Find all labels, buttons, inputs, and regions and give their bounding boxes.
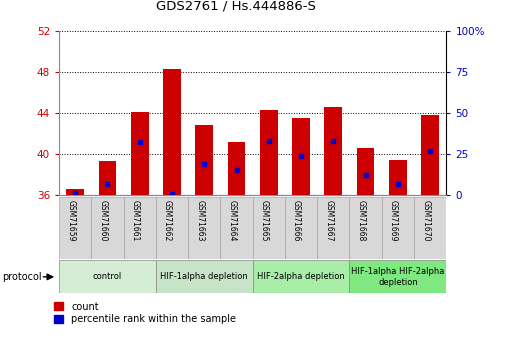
Text: GSM71668: GSM71668 <box>357 200 366 241</box>
Text: GSM71661: GSM71661 <box>131 200 140 241</box>
Bar <box>59 260 156 293</box>
Text: GDS2761 / Hs.444886-S: GDS2761 / Hs.444886-S <box>156 0 315 12</box>
Bar <box>124 197 156 259</box>
Text: HIF-2alpha depletion: HIF-2alpha depletion <box>257 272 345 282</box>
Bar <box>349 260 446 293</box>
Text: GSM71665: GSM71665 <box>260 200 269 241</box>
Bar <box>91 197 124 259</box>
Bar <box>382 197 414 259</box>
Bar <box>285 197 317 259</box>
Bar <box>163 69 181 195</box>
Bar <box>221 197 252 259</box>
Text: protocol: protocol <box>3 272 42 282</box>
Text: control: control <box>93 272 122 282</box>
Bar <box>357 148 374 195</box>
Bar <box>59 197 91 259</box>
Bar <box>389 160 407 195</box>
Bar <box>349 197 382 259</box>
Bar <box>195 125 213 195</box>
Bar <box>317 197 349 259</box>
Bar <box>228 142 245 195</box>
Bar <box>188 197 221 259</box>
Bar <box>131 112 149 195</box>
Text: GSM71669: GSM71669 <box>389 200 398 241</box>
Bar <box>252 260 349 293</box>
Bar <box>98 161 116 195</box>
Text: GSM71660: GSM71660 <box>98 200 107 241</box>
Bar <box>292 118 310 195</box>
Bar <box>260 110 278 195</box>
Legend: count, percentile rank within the sample: count, percentile rank within the sample <box>53 302 236 325</box>
Bar <box>421 115 439 195</box>
Text: GSM71670: GSM71670 <box>421 200 430 241</box>
Text: GSM71659: GSM71659 <box>66 200 75 241</box>
Bar <box>324 107 342 195</box>
Text: GSM71667: GSM71667 <box>324 200 333 241</box>
Text: HIF-1alpha depletion: HIF-1alpha depletion <box>161 272 248 282</box>
Bar <box>156 260 252 293</box>
Bar <box>414 197 446 259</box>
Text: GSM71663: GSM71663 <box>195 200 204 241</box>
Text: GSM71664: GSM71664 <box>227 200 236 241</box>
Text: HIF-1alpha HIF-2alpha
depletion: HIF-1alpha HIF-2alpha depletion <box>351 267 445 287</box>
Bar <box>66 189 84 195</box>
Bar <box>156 197 188 259</box>
Text: GSM71662: GSM71662 <box>163 200 172 241</box>
Bar <box>252 197 285 259</box>
Text: GSM71666: GSM71666 <box>292 200 301 241</box>
